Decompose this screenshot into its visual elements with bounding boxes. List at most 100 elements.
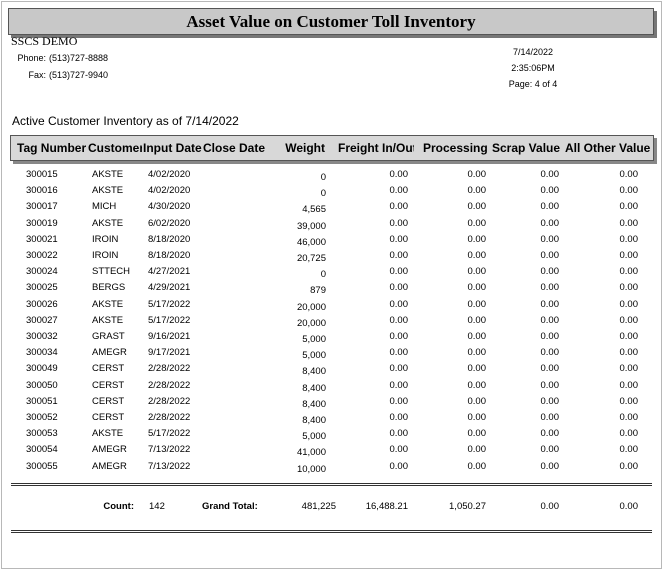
cell-input-date: 7/13/2022 [148, 444, 191, 456]
cell-scrap: 0.00 [540, 395, 560, 407]
col-header-customer: Customer [88, 141, 142, 155]
cell-scrap: 0.00 [540, 217, 560, 229]
cell-tag: 300053 [26, 428, 58, 440]
cell-other: 0.00 [619, 363, 639, 375]
cell-other: 0.00 [619, 282, 639, 294]
cell-weight: 5,000 [302, 350, 326, 362]
grand-total-label: Grand Total: [202, 501, 258, 512]
cell-input-date: 8/18/2020 [148, 250, 191, 261]
cell-scrap: 0.00 [540, 201, 560, 213]
cell-input-date: 8/18/2020 [148, 233, 191, 245]
cell-input-date: 6/02/2020 [148, 217, 191, 229]
cell-input-date: 9/17/2021 [148, 347, 191, 359]
cell-freight: 0.00 [389, 428, 409, 440]
phone-number: (513)727-8888 [49, 53, 109, 63]
cell-input-date: 4/27/2021 [148, 266, 191, 278]
total-scrap: 0.00 [540, 501, 560, 512]
cell-weight: 5,000 [302, 334, 326, 345]
table-row: 300015 AKSTE 4/02/2020 0 0.00 0.00 0.00 0.00 [2, 167, 662, 183]
cell-processing: 0.00 [467, 331, 487, 342]
cell-freight: 0.00 [389, 185, 409, 197]
cell-other: 0.00 [619, 250, 639, 261]
cell-tag: 300026 [26, 298, 58, 310]
cell-processing: 0.00 [467, 217, 487, 229]
cell-processing: 0.00 [467, 428, 487, 440]
cell-input-date: 5/17/2022 [148, 298, 191, 310]
cell-customer: AKSTE [92, 185, 124, 197]
cell-tag: 300054 [26, 444, 58, 456]
cell-input-date: 2/28/2022 [148, 379, 191, 391]
table-row: 300022 IROIN 8/18/2020 20,725 0.00 0.00 0.00 0.… [2, 248, 662, 264]
cell-freight: 0.00 [389, 314, 409, 326]
col-header-freight: Freight In/Out [338, 141, 414, 155]
cell-processing: 0.00 [467, 250, 487, 261]
table-header: Tag Number Customer Input Date Close Dat… [10, 135, 654, 161]
report-date: 7/14/2022 [512, 47, 554, 57]
phone-label: Phone: [17, 53, 46, 63]
cell-other: 0.00 [619, 217, 639, 229]
cell-other: 0.00 [619, 185, 639, 197]
cell-scrap: 0.00 [540, 444, 560, 456]
col-header-tag: Tag Number [17, 141, 87, 155]
cell-customer: IROIN [92, 233, 119, 245]
cell-weight: 46,000 [296, 236, 326, 248]
cell-other: 0.00 [619, 331, 639, 342]
company-name: SSCS DEMO [11, 34, 78, 48]
cell-customer: AKSTE [92, 428, 124, 440]
cell-customer: AKSTE [92, 298, 124, 310]
cell-other: 0.00 [619, 460, 639, 472]
cell-scrap: 0.00 [540, 185, 560, 197]
cell-tag: 300027 [26, 314, 58, 326]
cell-weight: 8,400 [302, 366, 326, 378]
cell-weight: 39,000 [296, 220, 326, 232]
cell-freight: 0.00 [389, 201, 409, 213]
total-freight: 16,488.21 [365, 501, 408, 512]
cell-input-date: 2/28/2022 [148, 363, 191, 375]
cell-scrap: 0.00 [540, 331, 560, 342]
cell-freight: 0.00 [389, 347, 409, 359]
col-header-processing: Processing [423, 141, 488, 155]
table-row: 300024 STTECH 4/27/2021 0 0.00 0.00 0.00 0.00 [2, 264, 662, 280]
cell-scrap: 0.00 [540, 428, 560, 440]
cell-other: 0.00 [619, 169, 639, 180]
cell-input-date: 4/29/2021 [148, 282, 191, 294]
cell-input-date: 5/17/2022 [148, 314, 191, 326]
table-row: 300034 AMEGR 9/17/2021 5,000 0.00 0.00 0.00 0.0… [2, 345, 662, 361]
cell-processing: 0.00 [467, 201, 487, 213]
cell-weight: 20,000 [296, 317, 326, 329]
cell-tag: 300049 [26, 363, 58, 375]
cell-processing: 0.00 [467, 233, 487, 245]
cell-input-date: 5/17/2022 [148, 428, 191, 440]
cell-other: 0.00 [619, 266, 639, 278]
cell-scrap: 0.00 [540, 379, 560, 391]
cell-weight: 10,000 [296, 463, 326, 475]
cell-tag: 300034 [26, 347, 58, 359]
report-subtitle: Active Customer Inventory as of 7/14/202… [12, 114, 239, 128]
cell-weight: 41,000 [296, 447, 326, 459]
report-time: 2:35:06PM [511, 63, 555, 73]
cell-processing: 0.00 [467, 412, 487, 423]
cell-tag: 300022 [26, 250, 58, 261]
cell-tag: 300052 [26, 412, 58, 423]
divider-bottom [11, 530, 652, 533]
cell-processing: 0.00 [467, 444, 487, 456]
cell-customer: AKSTE [92, 169, 124, 180]
cell-customer: IROIN [92, 250, 119, 261]
cell-other: 0.00 [619, 395, 639, 407]
table-row: 300025 BERGS 4/29/2021 879 0.00 0.00 0.00 0.00 [2, 280, 662, 296]
cell-weight: 20,000 [296, 301, 326, 313]
fax-number: (513)727-9940 [49, 70, 109, 80]
col-header-scrap: Scrap Value [492, 141, 561, 155]
cell-customer: CERST [92, 412, 125, 423]
cell-scrap: 0.00 [540, 169, 560, 180]
cell-scrap: 0.00 [540, 250, 560, 261]
cell-processing: 0.00 [467, 363, 487, 375]
cell-other: 0.00 [619, 314, 639, 326]
cell-tag: 300024 [26, 266, 58, 278]
cell-other: 0.00 [619, 347, 639, 359]
cell-freight: 0.00 [389, 444, 409, 456]
total-weight: 481,225 [301, 501, 336, 512]
cell-other: 0.00 [619, 428, 639, 440]
col-header-weight: Weight [285, 141, 325, 155]
